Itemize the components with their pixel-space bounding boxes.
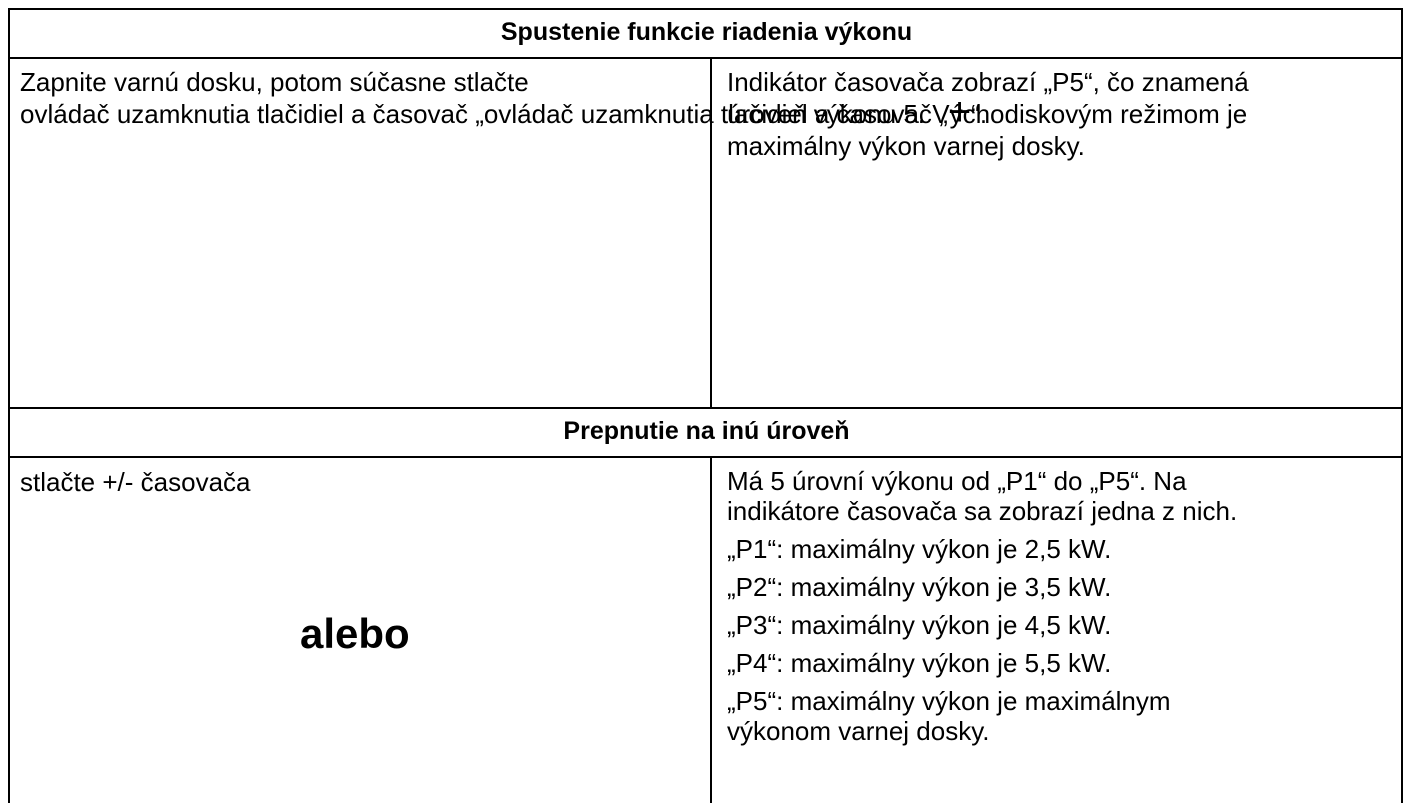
instruction: stlačte +/- časovača — [20, 466, 251, 498]
text-line: úroveň výkonu 5. Východiskovým režimom j… — [727, 99, 1248, 129]
lock-icon — [410, 193, 422, 205]
border — [710, 456, 712, 803]
plus-icon — [122, 482, 152, 512]
text: ovládač uzamknutia tlačidiel a časovač „ — [483, 99, 948, 129]
connector: alebo — [300, 610, 410, 657]
border — [8, 8, 10, 803]
border — [710, 57, 712, 408]
text-line: Má 5 úrovní výkonu od „P1“ do „P5“. Na — [727, 466, 1187, 496]
list-item: „P3“: maximálny výkon je 4,5 kW. — [727, 610, 1237, 640]
text-line: ovládač uzamknutia tlačidiel a časovač „… — [20, 90, 988, 134]
border — [8, 407, 1403, 409]
heading: Spustenie funkcie riadenia výkonu — [500, 18, 913, 46]
minus-icon — [505, 477, 535, 507]
list-item: „P4“: maximálny výkon je 5,5 kW. — [727, 648, 1237, 678]
plus-icon — [128, 488, 146, 506]
hand — [475, 501, 641, 689]
text-line: stlačte +/- časovača — [20, 467, 251, 497]
border — [8, 8, 1403, 10]
list-item: „P2“: maximálny výkon je 3,5 kW. — [727, 572, 1237, 602]
description: Indikátor časovača zobrazí „P5“, čo znam… — [727, 66, 1249, 162]
plus-icon — [294, 189, 316, 211]
text: “. — [971, 99, 988, 129]
hand — [177, 214, 313, 369]
description: Má 5 úrovní výkonu od „P1“ do „P5“. Na in… — [727, 466, 1237, 746]
list-item: „P1“: maximálny výkon je 2,5 kW. — [727, 534, 1237, 564]
text-line: „P4“: maximálny výkon je 5,5 kW. — [727, 648, 1112, 678]
lock-icon — [407, 203, 425, 218]
hand — [404, 216, 546, 371]
heading: Prepnutie na inú úroveň — [563, 417, 850, 445]
text-line: „P2“: maximálny výkon je 3,5 kW. — [727, 572, 1112, 602]
text-line: „P5“: maximálny výkon je maximálnym — [727, 686, 1171, 716]
text-line: „P3“: maximálny výkon je 4,5 kW. — [727, 610, 1112, 640]
lock-icon — [413, 208, 419, 214]
text-line: výkonom varnej dosky. — [727, 716, 990, 746]
text-line: indikátore časovača sa zobrazí jedna z n… — [727, 496, 1238, 526]
list-item: „P5“: maximálny výkon je maximálnym výkon… — [727, 686, 1237, 746]
text-line: Indikátor časovača zobrazí „P5“, čo znam… — [727, 67, 1249, 97]
border — [1401, 8, 1403, 803]
hand — [102, 506, 271, 689]
border — [8, 456, 1403, 458]
border — [8, 57, 1403, 59]
text-line: maximálny výkon varnej dosky. — [727, 131, 1085, 161]
text-line: „P1“: maximálny výkon je 2,5 kW. — [727, 534, 1112, 564]
instruction: Zapnite varnú dosku, potom súčasne stlač… — [20, 66, 988, 134]
symbol: + — [947, 90, 972, 134]
text-line: Zapnite varnú dosku, potom súčasne stlač… — [20, 67, 529, 97]
